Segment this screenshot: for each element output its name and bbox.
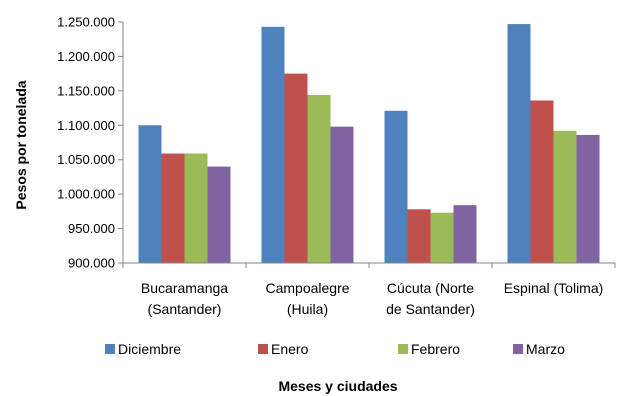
y-tick-label: 1.050.000	[57, 152, 115, 167]
y-tick-label: 900.000	[68, 256, 115, 271]
bar	[330, 126, 354, 263]
bar	[207, 166, 231, 263]
y-tick-label: 1.150.000	[57, 83, 115, 98]
bar	[553, 130, 577, 263]
bars	[138, 24, 600, 264]
y-tick-label: 1.000.000	[57, 187, 115, 202]
category-label: (Huila)	[287, 301, 328, 317]
category-label: (Santander)	[148, 301, 222, 317]
category-label: Cúcuta (Norte	[387, 280, 474, 296]
category-label: Espinal (Tolima)	[504, 280, 604, 296]
bar	[138, 125, 162, 264]
legend-swatch	[398, 344, 408, 354]
legend-label: Diciembre	[118, 341, 181, 357]
bar	[576, 134, 600, 263]
bar	[530, 100, 554, 263]
category-label: Campoalegre	[265, 280, 349, 296]
bar	[284, 73, 308, 264]
bar	[507, 24, 531, 263]
category-label: de Santander)	[386, 301, 475, 317]
y-tick-label: 1.200.000	[57, 49, 115, 64]
legend: Diciembre Enero Febrero Marzo	[105, 341, 565, 357]
bar	[184, 153, 208, 263]
y-tick-label: 1.100.000	[57, 118, 115, 133]
bar	[307, 94, 331, 263]
y-axis-title: Pesos por tonelada	[13, 80, 29, 209]
legend-label: Marzo	[526, 341, 565, 357]
legend-swatch	[513, 344, 523, 354]
bar	[261, 26, 285, 263]
y-axis-ticks: 900.000 950.000 1.000.000 1.050.000 1.100.00…	[57, 15, 123, 271]
y-tick-label: 950.000	[68, 221, 115, 236]
bar	[161, 153, 185, 263]
legend-swatch	[258, 344, 268, 354]
bar	[453, 205, 477, 263]
category-label: Bucaramanga	[141, 280, 228, 296]
bar	[407, 209, 431, 263]
category-labels: Bucaramanga (Santander) Campoalegre (Huila)…	[141, 280, 603, 317]
legend-label: Febrero	[411, 341, 460, 357]
legend-label: Enero	[271, 341, 309, 357]
y-tick-label: 1.250.000	[57, 15, 115, 30]
x-axis-ticks	[122, 263, 616, 268]
legend-swatch	[105, 344, 115, 354]
bar	[384, 110, 408, 263]
bar	[430, 212, 454, 263]
x-axis-title: Meses y ciudades	[278, 378, 397, 394]
